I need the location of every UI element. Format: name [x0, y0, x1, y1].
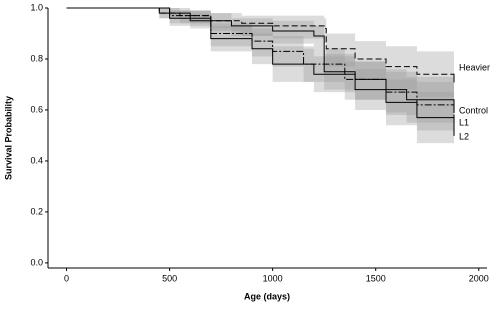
series-label: Heavier: [459, 63, 490, 73]
confidence-band: [66, 8, 455, 149]
series-label: Control: [459, 105, 488, 115]
x-tick-label: 0: [64, 273, 69, 283]
x-tick-label: 500: [162, 273, 177, 283]
x-tick-label: 2000: [469, 273, 489, 283]
y-tick-label: 0.6: [30, 104, 43, 114]
y-tick-label: 0.0: [30, 257, 43, 267]
x-tick-label: 1000: [263, 273, 283, 283]
series-label: L2: [459, 131, 469, 141]
survival-line: [66, 7, 455, 121]
x-axis-title: Age (days): [244, 291, 290, 301]
y-tick-label: 1.0: [30, 2, 43, 12]
confidence-band: [66, 8, 455, 161]
y-tick-label: 0.8: [30, 53, 43, 63]
y-tick-label: 0.2: [30, 206, 43, 216]
series-label: L1: [459, 118, 469, 128]
survival-line: [66, 7, 455, 80]
x-tick-label: 1500: [366, 273, 386, 283]
survival-line: [66, 7, 455, 133]
y-tick-label: 0.4: [30, 155, 43, 165]
y-axis-title: Survival Probability: [3, 96, 13, 180]
survival-line: [66, 7, 455, 110]
confidence-band: [66, 8, 455, 105]
confidence-band: [66, 8, 455, 136]
